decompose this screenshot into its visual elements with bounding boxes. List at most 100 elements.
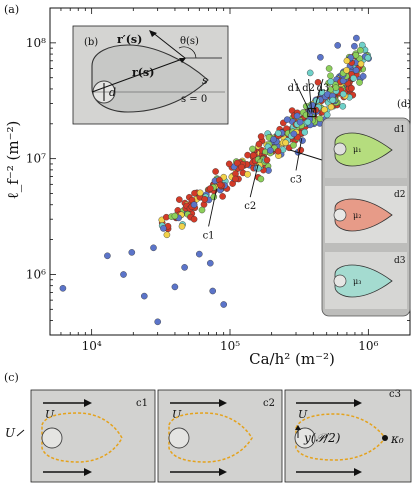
data-point [150, 244, 157, 252]
data-point [314, 79, 322, 86]
data-point [171, 212, 179, 220]
y-tick-label: 10⁶ [26, 267, 46, 281]
y-tick-label: 10⁷ [26, 152, 46, 166]
annotation-label: d1 [288, 83, 301, 94]
annotations: c1 c2 c3 d1 d2 d3 [203, 78, 329, 241]
data-point [301, 128, 309, 136]
inset-d3-label: d3 [394, 256, 406, 266]
panel-c2-nozzle [168, 427, 190, 449]
inset-b-label-s0: s = 0 [181, 94, 207, 105]
inset-b-tangent-arrow [149, 30, 157, 37]
inset-d1-nozzle [333, 142, 347, 156]
panel-c3-u-label: U [298, 408, 308, 421]
data-point [350, 74, 357, 82]
panel-c2-top-arrowhead [219, 399, 227, 407]
annotation-label: c2 [244, 201, 256, 212]
data-point [304, 118, 312, 126]
data-point [175, 196, 183, 203]
data-point [343, 67, 350, 74]
data-point [329, 96, 337, 104]
x-tick-label: 10⁴ [82, 339, 102, 353]
data-point [356, 47, 364, 54]
panel-c3-bottom-arrowhead [354, 468, 362, 476]
inset-b-bubble [91, 44, 209, 113]
y-axis-label: ℓ_f⁻² (m⁻²) [4, 121, 22, 200]
data-point [190, 201, 198, 208]
annotation-leader [308, 78, 313, 113]
data-point [348, 84, 355, 92]
panel-c3-y-label: y(𝒫/2) [303, 431, 341, 445]
data-point [178, 223, 186, 230]
data-point [210, 193, 218, 201]
panel-c1-u-label: U [45, 408, 55, 421]
data-point [282, 139, 289, 147]
inset-d2-drop [334, 198, 393, 232]
annotation-label: c3 [290, 174, 302, 185]
data-point [339, 103, 347, 110]
data-point [317, 54, 324, 61]
inset-d3-nozzle [333, 274, 347, 288]
inset-b-tangent [151, 31, 186, 59]
data-point [163, 231, 171, 239]
data-point [316, 115, 324, 122]
data-point [353, 34, 360, 42]
data-point [220, 301, 227, 308]
panel-c3-kappa-point [382, 435, 388, 441]
data-point [181, 264, 188, 271]
data-point [219, 193, 226, 200]
panel-c-flow-label: U [5, 426, 16, 440]
annotation-label: c1 [203, 230, 215, 241]
data-point [198, 206, 206, 214]
panel-c2-u-label: U [172, 408, 182, 421]
data-point [140, 292, 148, 300]
panel-label-a: (a) [4, 3, 19, 16]
annotation-leader [249, 163, 259, 198]
data-point [171, 283, 179, 291]
panel-c-flow-arrow [16, 429, 25, 437]
y-tick-label: 10⁸ [26, 36, 46, 50]
data-point [327, 72, 334, 80]
inset-b-r-arrow [179, 58, 186, 63]
inset-d3-drop [334, 264, 393, 298]
data-point [120, 271, 127, 278]
data-point [216, 181, 224, 189]
data-point [257, 133, 265, 140]
annotation-box [307, 108, 317, 118]
axis-ticks: 10⁴ 10⁵ 10⁶ 10⁶ 10⁷ 10⁸ [26, 7, 411, 353]
inset-d1-drop [334, 132, 393, 167]
data-point [290, 141, 297, 149]
panel-c3-top-arrowhead [354, 399, 362, 407]
panel-c3-label: c3 [389, 389, 401, 400]
inset-d-item-1: d1 μ₁ [325, 121, 407, 178]
data-point [339, 90, 347, 98]
data-point [267, 147, 274, 154]
inset-d-pointer [289, 149, 323, 161]
data-point [274, 129, 282, 137]
data-point [225, 160, 233, 168]
data-point [327, 103, 335, 111]
data-point [154, 318, 161, 326]
inset-b-label-s: s [202, 74, 208, 87]
x-tick-label: 10⁵ [220, 339, 240, 353]
inset-d1-label: d1 [394, 125, 406, 135]
panel-label-b: (b) [84, 37, 98, 48]
inset-d1-mu: μ₁ [353, 145, 361, 154]
data-point [332, 84, 340, 91]
data-point [306, 69, 314, 77]
panel-c1-top-arrowhead [84, 399, 92, 407]
panel-c1-bottom-arrowhead [84, 468, 92, 476]
data-point [321, 106, 328, 113]
data-point [233, 159, 241, 167]
data-point [343, 57, 351, 65]
inset-b-label-rprime: r′(s) [117, 33, 142, 46]
data-point [356, 79, 363, 86]
panel-c2-bottom-arrowhead [219, 468, 227, 476]
panel-c-frame-2: U c2 [157, 389, 283, 483]
data-point [160, 225, 167, 232]
data-point [357, 60, 365, 68]
annotation-leader [312, 78, 324, 113]
panel-c3-y-arrowhead [295, 425, 301, 430]
data-point [206, 185, 214, 192]
data-point [244, 151, 251, 159]
data-point [364, 54, 372, 62]
